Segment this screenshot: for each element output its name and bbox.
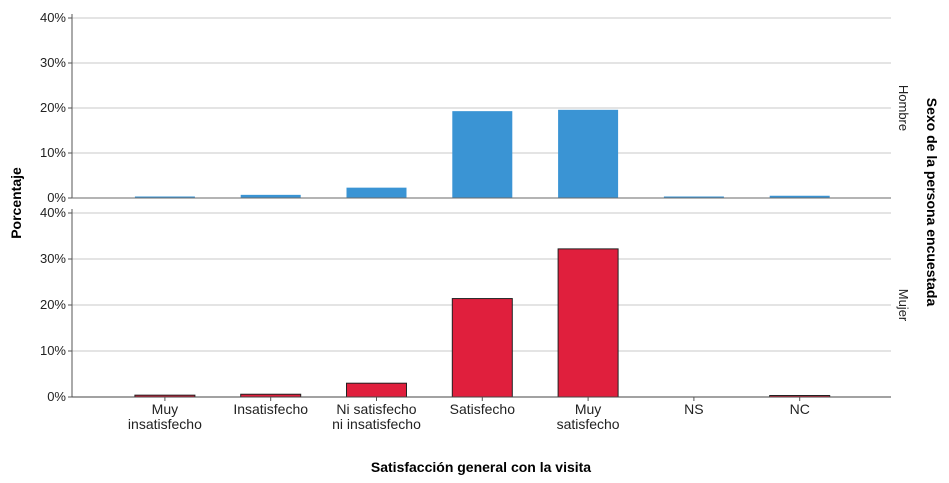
y-tick-label: 20%	[40, 297, 66, 312]
bar-mujer	[346, 382, 407, 398]
y-tick-label: 0%	[47, 389, 66, 404]
y-tick-label: 40%	[40, 205, 66, 220]
panel-hombre: 0% 10% 20% 30% 40% Hombre	[40, 10, 911, 205]
bar-hombre	[663, 196, 724, 198]
bar-hombre	[452, 111, 513, 198]
bar-hombre	[769, 195, 830, 198]
bar-mujer	[451, 298, 513, 398]
bar-hombre	[134, 196, 195, 198]
panel-mujer: 0% 10% 20% 30% 40% Mujer	[40, 205, 911, 404]
bar-hombre	[240, 194, 301, 198]
bar-hombre	[558, 109, 619, 198]
x-tick-label: Insatisfecho	[233, 401, 308, 417]
x-category-labels: Muy insatisfecho Insatisfecho Ni satisfecho…	[128, 397, 810, 432]
x-tick-label: Ni satisfecho ni insatisfecho	[332, 401, 421, 432]
x-tick-label: Satisfecho	[450, 401, 516, 417]
facet-title: Sexo de la persona encuestada	[924, 98, 940, 307]
y-tick-label: 10%	[40, 343, 66, 358]
y-tick-label: 0%	[47, 190, 66, 205]
bar-mujer	[557, 248, 619, 398]
panel-label-mujer: Mujer	[896, 289, 911, 322]
x-tick-label: NC	[790, 401, 810, 417]
x-tick-label: Muy satisfecho	[557, 401, 620, 432]
panel-label-hombre: Hombre	[896, 85, 911, 131]
bar-hombre	[346, 187, 407, 198]
x-axis-title: Satisfacción general con la visita	[371, 459, 591, 475]
y-tick-label: 30%	[40, 55, 66, 70]
x-tick-label: NS	[684, 401, 703, 417]
y-tick-label: 10%	[40, 145, 66, 160]
y-axis-title: Porcentaje	[8, 167, 24, 239]
y-tick-label: 40%	[40, 10, 66, 25]
x-tick-label: Muy insatisfecho	[128, 401, 202, 432]
chart-panels: 0% 10% 20% 30% 40% Hombre 0% 10% 20% 30% 40% Mujer	[40, 10, 911, 404]
y-tick-label: 30%	[40, 251, 66, 266]
y-tick-label: 20%	[40, 100, 66, 115]
